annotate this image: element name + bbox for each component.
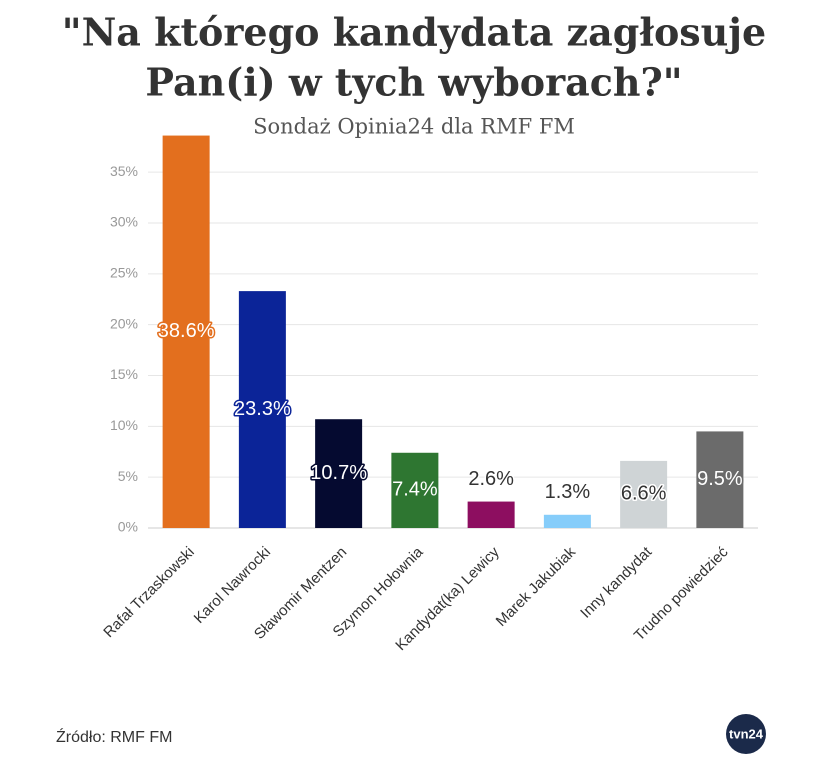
bar bbox=[315, 419, 363, 528]
chart-subtitle: Sondaż Opinia24 dla RMF FM bbox=[253, 115, 575, 139]
value-label: 7.4% bbox=[392, 479, 438, 501]
chart-title: Pan(i) w tych wyborach?" bbox=[145, 60, 682, 105]
y-tick-label: 15% bbox=[110, 366, 138, 382]
y-tick-label: 0% bbox=[118, 519, 138, 535]
chart-title: "Na którego kandydata zagłosuje bbox=[62, 10, 766, 55]
bar bbox=[162, 135, 210, 529]
value-label: 9.5% bbox=[697, 468, 743, 490]
bar bbox=[620, 460, 668, 528]
bar bbox=[391, 452, 439, 528]
y-tick-label: 25% bbox=[110, 265, 138, 281]
logo-badge bbox=[726, 714, 766, 754]
y-tick-label: 30% bbox=[110, 214, 138, 230]
y-tick-label: 20% bbox=[110, 315, 138, 331]
bar bbox=[467, 501, 515, 528]
y-tick-label: 10% bbox=[110, 417, 138, 433]
bar bbox=[696, 431, 744, 528]
source: Źródło: RMF FM bbox=[56, 727, 172, 746]
x-tick-label: Marek Jakubiak bbox=[493, 543, 580, 630]
y-tick-label: 5% bbox=[118, 468, 138, 484]
x-tick-label: Inny kandydat bbox=[577, 543, 656, 622]
value-label: 6.6% bbox=[621, 483, 667, 505]
value-label: 1.3% bbox=[545, 481, 591, 503]
logo: tvn24 bbox=[729, 726, 764, 741]
value-label: 23.3% bbox=[234, 398, 291, 420]
y-tick-label: 35% bbox=[110, 163, 138, 179]
bar bbox=[238, 291, 286, 528]
value-label: 2.6% bbox=[468, 468, 514, 490]
x-tick-label: Rafał Trzaskowski bbox=[100, 544, 197, 641]
value-label: 38.6% bbox=[158, 320, 215, 342]
value-label: 10.7% bbox=[310, 462, 367, 484]
bar bbox=[543, 514, 591, 528]
x-tick-label: Karol Nawrocki bbox=[191, 544, 274, 627]
